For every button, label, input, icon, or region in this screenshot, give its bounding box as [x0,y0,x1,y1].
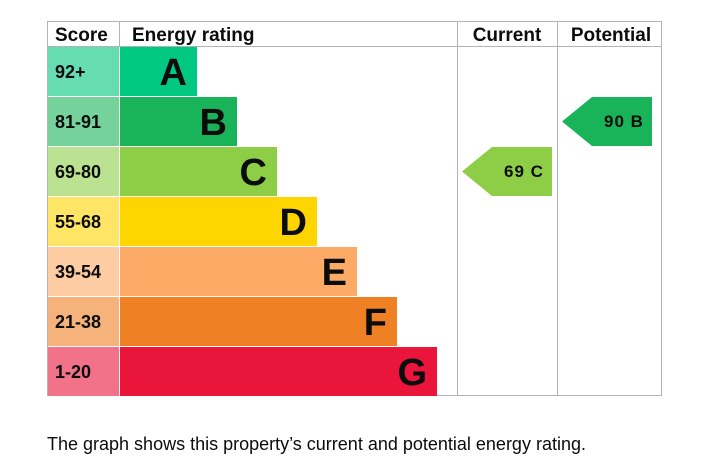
band-bar-d [120,197,317,246]
header-score: Score [55,25,108,46]
band-letter-b: B [200,102,227,144]
current-rating-arrow [462,147,552,196]
band-bar-g [120,347,437,396]
potential-rating-label: 90 B [604,112,644,131]
band-letter-a: A [160,52,187,94]
score-range-g: 1-20 [55,362,91,382]
rating-arrows: 69 C 90 B [462,97,652,196]
band-bar-b [120,97,237,146]
band-letter-g: G [397,352,427,394]
band-letter-e: E [322,252,347,294]
chart-caption: The graph shows this property’s current … [47,434,586,454]
score-range-f: 21-38 [55,312,101,332]
header-potential: Potential [571,25,651,46]
score-cell-e [48,247,119,296]
band-letter-d: D [280,202,307,244]
band-bar-f [120,297,397,346]
band-letter-c: C [240,152,267,194]
score-range-b: 81-91 [55,112,101,132]
score-range-a: 92+ [55,62,86,82]
band-letter-f: F [364,302,387,344]
score-cell-b [48,97,119,146]
score-range-d: 55-68 [55,212,101,232]
score-cell-d [48,197,119,246]
score-cell-f [48,297,119,346]
current-rating-label: 69 C [504,162,544,181]
score-range-e: 39-54 [55,262,101,282]
band-bar-e [120,247,357,296]
rating-bands: 92+ A 81-91 B 69-80 C 55-68 D 39-54 E 21-38 F 1-20 G [48,47,437,396]
band-bar-a [120,47,197,96]
score-range-c: 69-80 [55,162,101,182]
band-bar-c [120,147,277,196]
header-current: Current [473,25,542,46]
potential-rating-arrow [562,97,652,146]
score-cell-c [48,147,119,196]
score-cell-a [48,47,119,96]
header-energy-rating: Energy rating [132,25,254,46]
score-cell-g [48,347,119,396]
